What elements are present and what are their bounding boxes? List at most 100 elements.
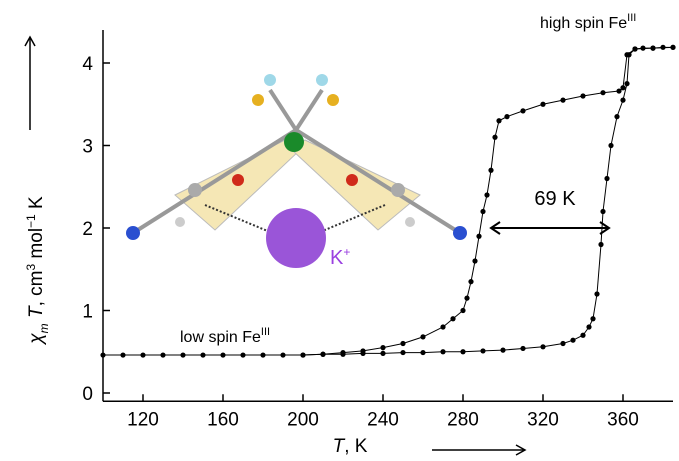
y-tick-label: 4 bbox=[82, 54, 93, 75]
data-point bbox=[480, 209, 485, 214]
data-point bbox=[624, 52, 629, 57]
data-point bbox=[380, 351, 385, 356]
data-point bbox=[484, 192, 489, 197]
y-label-part: K bbox=[26, 196, 47, 214]
atom bbox=[453, 226, 467, 240]
atom bbox=[126, 226, 140, 240]
potassium bbox=[266, 208, 326, 268]
atom bbox=[175, 217, 185, 227]
x-tick-label: 240 bbox=[367, 409, 399, 430]
data-point bbox=[540, 344, 545, 349]
x-tick-label: 160 bbox=[207, 409, 239, 430]
data-point bbox=[560, 98, 565, 103]
data-point bbox=[400, 350, 405, 355]
x-tick-label: 200 bbox=[287, 409, 319, 430]
data-point bbox=[580, 93, 585, 98]
data-point bbox=[614, 114, 619, 119]
y-label-part: −1 bbox=[24, 214, 38, 228]
y-tick-label: 2 bbox=[82, 219, 93, 240]
double-arrow bbox=[491, 222, 609, 234]
data-point bbox=[300, 352, 305, 357]
data-point bbox=[540, 102, 545, 107]
atom bbox=[264, 74, 276, 86]
data-point bbox=[608, 143, 613, 148]
atom bbox=[405, 217, 415, 227]
y-label-part: T bbox=[26, 305, 47, 323]
data-point bbox=[590, 316, 595, 321]
data-point bbox=[340, 350, 345, 355]
data-point bbox=[450, 316, 455, 321]
data-point bbox=[670, 45, 675, 50]
atom bbox=[346, 174, 358, 186]
data-point bbox=[620, 98, 625, 103]
data-point bbox=[520, 108, 525, 113]
data-point bbox=[492, 135, 497, 140]
annotation: high spin FeIII bbox=[540, 12, 636, 32]
atom bbox=[391, 183, 405, 197]
data-point bbox=[464, 296, 469, 301]
data-point bbox=[586, 324, 591, 329]
atom bbox=[284, 132, 304, 152]
data-point bbox=[616, 88, 621, 93]
bond bbox=[270, 90, 296, 130]
y-label-part: , cm bbox=[26, 271, 47, 307]
x-tick-label: 280 bbox=[447, 409, 479, 430]
y-tick-label: 3 bbox=[82, 137, 93, 158]
atom bbox=[188, 183, 202, 197]
molecule: K+ bbox=[126, 74, 467, 269]
y-tick-label: 1 bbox=[82, 302, 93, 323]
data-point bbox=[520, 346, 525, 351]
data-point bbox=[280, 352, 285, 357]
data-point bbox=[624, 81, 629, 86]
atom bbox=[232, 174, 244, 186]
data-point bbox=[580, 333, 585, 338]
k-label: K+ bbox=[330, 245, 350, 269]
data-point bbox=[160, 352, 165, 357]
data-point bbox=[570, 338, 575, 343]
data-point bbox=[140, 352, 145, 357]
data-point bbox=[480, 348, 485, 353]
x-tick-label: 360 bbox=[607, 409, 639, 430]
atom bbox=[327, 94, 339, 106]
data-point bbox=[504, 114, 509, 119]
data-point bbox=[620, 85, 625, 90]
data-point bbox=[360, 348, 365, 353]
x-arrow bbox=[432, 445, 525, 455]
data-point bbox=[600, 90, 605, 95]
data-point bbox=[460, 349, 465, 354]
data-point bbox=[180, 352, 185, 357]
data-point bbox=[598, 242, 603, 247]
y-arrow bbox=[25, 37, 35, 130]
data-point bbox=[650, 46, 655, 51]
data-point bbox=[460, 308, 465, 313]
data-point bbox=[260, 352, 265, 357]
data-point bbox=[420, 334, 425, 339]
atom bbox=[252, 94, 264, 106]
x-axis-label: T, K bbox=[333, 436, 368, 457]
data-point bbox=[500, 348, 505, 353]
x-tick-label: 320 bbox=[527, 409, 559, 430]
annotation: 69 K bbox=[534, 188, 576, 210]
data-point bbox=[604, 176, 609, 181]
data-point bbox=[632, 46, 637, 51]
y-label-part: χ bbox=[26, 333, 47, 346]
y-axis-label: χm T, cm3 mol−1 K bbox=[24, 196, 51, 346]
data-point bbox=[220, 352, 225, 357]
data-point bbox=[600, 209, 605, 214]
data-point bbox=[100, 352, 105, 357]
bond bbox=[296, 90, 322, 130]
data-point bbox=[560, 341, 565, 346]
data-point bbox=[380, 345, 385, 350]
data-point bbox=[120, 352, 125, 357]
data-point bbox=[240, 352, 245, 357]
data-point bbox=[468, 279, 473, 284]
data-point bbox=[472, 258, 477, 263]
y-label-part: m bbox=[37, 323, 51, 333]
data-point bbox=[476, 234, 481, 239]
chart: K+ high spin FeIII low spin FeIII 69 K T… bbox=[0, 0, 679, 461]
data-point bbox=[200, 352, 205, 357]
y-tick-label: 0 bbox=[82, 384, 93, 405]
data-point bbox=[496, 118, 501, 123]
data-point bbox=[440, 324, 445, 329]
data-point bbox=[420, 350, 425, 355]
